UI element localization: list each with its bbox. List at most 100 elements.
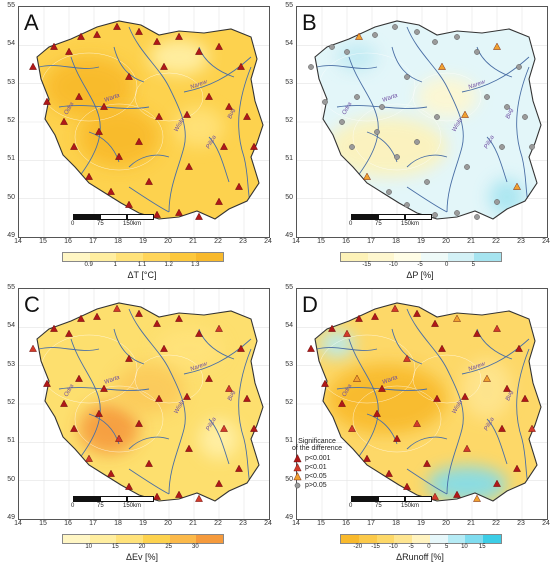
longitude-tick-label: 22 [214,238,222,245]
river-label: Warta [382,375,400,386]
station-marker [195,329,203,337]
longitude-tick-label: 20 [442,520,450,527]
river-line [128,186,170,213]
colorbar-bin [143,535,170,543]
station-marker [183,110,191,118]
field-anomaly-area [79,404,139,454]
latitude-tick-label: 51 [7,155,15,163]
station-marker [205,374,213,382]
scale-bar-segment [73,214,100,220]
station-marker [344,49,350,55]
map-frame: Wisła Warta Odra Bug Narew Pilica [296,6,548,238]
station-marker [50,324,58,332]
scale-bar-label: 0 [71,221,75,227]
station-marker [338,399,346,407]
longitude-tick-label: 15 [317,238,325,245]
station-marker [77,314,85,322]
contour-line [134,72,204,122]
colorbar-bin [394,253,422,261]
station-marker [371,312,379,320]
scale-bar-label: 150km [401,503,420,509]
colorbar-bin [429,535,448,543]
latitude-tick-label: 54 [285,322,293,330]
station-marker [65,47,73,55]
station-marker [474,49,480,55]
colorbar-tick-label: 1.1 [137,262,147,268]
longitude-tick-label: 20 [442,238,450,245]
scale-bar-label: 0 [71,503,75,509]
legend-item: p<0.01 [292,463,342,472]
station-marker [250,424,258,432]
station-marker [205,92,213,100]
river-line [183,56,252,93]
colorbar-tick-label: -15 [371,544,380,550]
colorbar-bin [358,535,377,543]
panel-letter: D [302,292,318,317]
station-marker [374,129,380,135]
station-marker [125,200,133,208]
station-marker [95,127,103,135]
station-marker [379,104,385,110]
station-marker [424,179,430,185]
colorbar [340,252,502,262]
river-line [391,46,423,83]
latitude-tick-label: 55 [7,284,15,291]
latitude-tick-label: 50 [285,475,293,483]
longitude-tick-label: 17 [367,238,375,245]
colorbar [62,252,224,262]
station-marker [237,344,245,352]
station-marker [414,139,420,145]
river-line [316,347,378,351]
field-anomaly-area [199,419,239,459]
field-anomaly-area [154,327,224,371]
station-marker [404,202,410,208]
station-marker [215,197,223,205]
country-border [36,20,264,220]
station-marker [70,424,78,432]
river-line [406,154,448,168]
scale-bar [351,496,432,502]
latitude-tick-label: 53 [7,78,15,86]
latitude-tick-label: 53 [7,360,15,368]
river-line [38,347,100,351]
latitude-tick-label: 50 [7,475,15,483]
colorbar-tick-label: -15 [362,262,371,268]
latitude-tick-label: 50 [7,193,15,201]
colorbar-tick-label: 1 [113,262,117,268]
scale-bar [73,496,154,502]
latitude-tick-label: 51 [285,437,293,445]
contour-line [412,72,482,122]
river-line [348,56,379,178]
map-panel-b: 55 54 53 52 51 50 49 14 15 16 17 18 19 20 21 22 23 24 Wisł… [278,0,550,282]
latitude-tick-label: 51 [7,437,15,445]
scale-bar-segment [100,214,127,220]
longitude-tick-label: 16 [342,520,350,527]
colorbar-tick-label: -10 [388,262,398,268]
latitude-tick-label: 54 [285,40,293,48]
colorbar-bin [143,253,170,261]
latitude-tick-label: 55 [7,2,15,9]
map-frame: Wisła Warta Odra Bug Narew Pilica [18,288,270,520]
station-marker [461,110,469,118]
station-marker [185,162,193,170]
map-panel-a: 55 54 53 52 51 50 49 14 15 16 17 18 19 20 21 22 23 24 Wisł… [0,0,272,282]
legend-subtitle: of the difference [292,445,343,452]
station-marker [431,319,439,327]
colorbar-bin [89,535,117,543]
station-marker [414,29,420,35]
colorbar-tick-label: 5 [471,262,475,268]
station-marker [43,97,51,105]
contour-line [412,354,482,404]
river-line [348,338,379,460]
station-marker [70,142,78,150]
colorbar-bin [89,253,117,261]
river-line [316,65,378,69]
longitude-tick-label: 18 [392,238,400,245]
station-marker [413,309,421,317]
station-marker [135,309,143,317]
contour-line [352,103,442,171]
station-marker [454,34,460,40]
station-marker [60,399,68,407]
station-marker [100,384,108,392]
river-line [486,418,508,465]
